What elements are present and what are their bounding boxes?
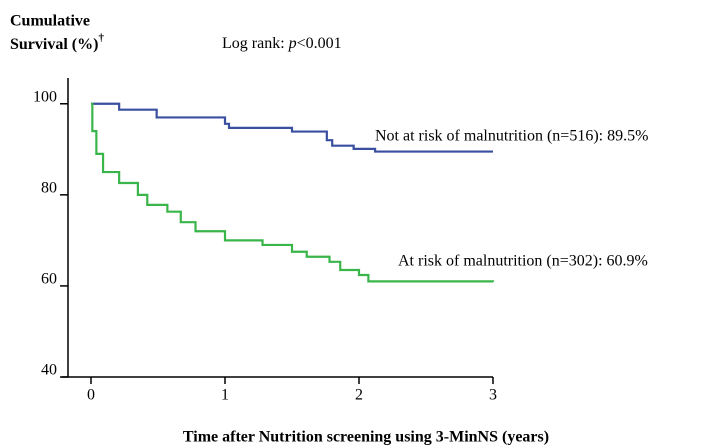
- series-label: At risk of malnutrition (n=302): 60.9%: [398, 253, 648, 270]
- y-tick-label: 60: [41, 271, 57, 288]
- y-label-text: Survival (%): [10, 36, 98, 53]
- y-tick-label: 100: [33, 88, 57, 105]
- annotation-text: <0.001: [297, 35, 342, 52]
- y-tick-label: 40: [41, 362, 57, 379]
- x-tick-label: 0: [87, 387, 95, 404]
- annotation-italic: p: [288, 35, 297, 52]
- y-tick-label: 80: [41, 180, 57, 197]
- y-label-mark: †: [98, 32, 104, 44]
- y-label: Survival (%)†: [10, 32, 104, 53]
- x-tick-label: 1: [221, 387, 229, 404]
- annotation-text: Log rank:: [222, 35, 289, 52]
- x-label: Time after Nutrition screening using 3-M…: [183, 429, 549, 446]
- survival-line: [91, 102, 495, 283]
- series-label: Not at risk of malnutrition (n=516): 89.…: [375, 128, 648, 145]
- annotation: Log rank: p<0.001: [222, 35, 342, 52]
- x-tick-label: 3: [489, 387, 497, 404]
- y-label: Cumulative: [10, 13, 90, 30]
- x-tick-label: 2: [355, 387, 363, 404]
- survival-line: [91, 102, 493, 153]
